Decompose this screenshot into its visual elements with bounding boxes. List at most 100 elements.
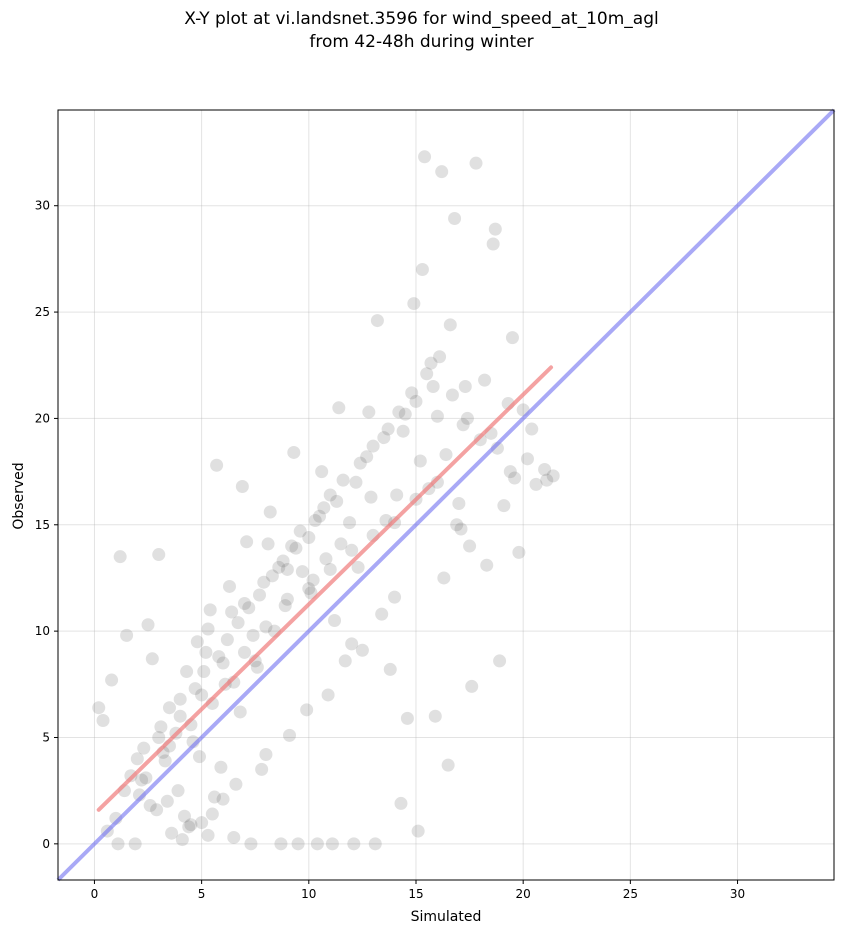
scatter-point bbox=[113, 550, 127, 564]
scatter-point bbox=[233, 705, 247, 719]
scatter-point bbox=[207, 790, 221, 804]
scatter-point bbox=[392, 405, 406, 419]
scatter-point bbox=[503, 465, 517, 479]
scatter-point bbox=[375, 607, 389, 621]
scatter-point bbox=[383, 662, 397, 676]
scatter-point bbox=[315, 465, 329, 479]
scatter-point bbox=[435, 165, 449, 179]
scatter-point bbox=[497, 499, 511, 513]
scatter-point bbox=[214, 760, 228, 774]
scatter-point bbox=[240, 535, 254, 549]
scatter-point bbox=[263, 505, 277, 519]
scatter-point bbox=[505, 331, 519, 345]
scatter-point bbox=[400, 711, 414, 725]
scatter-point bbox=[184, 818, 198, 832]
scatter-point bbox=[478, 373, 492, 387]
scatter-point bbox=[546, 469, 560, 483]
y-tick-label: 15 bbox=[35, 518, 50, 532]
scatter-point bbox=[280, 562, 294, 576]
scatter-point bbox=[154, 720, 168, 734]
scatter-point bbox=[418, 150, 432, 164]
scatter-points bbox=[92, 150, 560, 851]
y-axis-label: Observed bbox=[11, 462, 27, 529]
scatter-point bbox=[92, 701, 106, 715]
scatter-point bbox=[428, 709, 442, 723]
scatter-point bbox=[283, 728, 297, 742]
scatter-point bbox=[278, 599, 292, 613]
scatter-point bbox=[253, 588, 267, 602]
scatter-point bbox=[180, 665, 194, 679]
scatter-point bbox=[463, 539, 477, 553]
scatter-point bbox=[413, 454, 427, 468]
scatter-point bbox=[323, 562, 337, 576]
scatter-point bbox=[203, 603, 217, 617]
chart-title-line-1: X-Y plot at vi.landsnet.3596 for wind_sp… bbox=[184, 9, 659, 29]
scatter-point bbox=[394, 796, 408, 810]
scatter-point bbox=[445, 388, 459, 402]
scatter-point bbox=[96, 713, 110, 727]
scatter-point bbox=[328, 613, 342, 627]
scatter-point bbox=[171, 784, 185, 798]
x-tick-label: 30 bbox=[730, 887, 745, 901]
scatter-point bbox=[439, 448, 453, 462]
scatter-point bbox=[210, 458, 224, 472]
y-tick-label: 20 bbox=[35, 411, 50, 425]
scatter-point bbox=[345, 543, 359, 557]
x-tick-label: 0 bbox=[91, 887, 99, 901]
scatter-point bbox=[469, 156, 483, 170]
scatter-point bbox=[411, 824, 425, 838]
scatter-point bbox=[540, 473, 554, 487]
scatter-point bbox=[370, 314, 384, 328]
scatter-point bbox=[345, 637, 359, 651]
scatter-point bbox=[212, 650, 226, 664]
scatter-point bbox=[430, 409, 444, 423]
x-tick-label: 20 bbox=[516, 887, 531, 901]
scatter-point bbox=[152, 730, 166, 744]
scatter-point bbox=[433, 350, 447, 364]
scatter-point bbox=[508, 471, 522, 485]
scatter-point bbox=[437, 571, 451, 585]
scatter-point bbox=[158, 754, 172, 768]
y-tick-label: 0 bbox=[42, 837, 50, 851]
scatter-point bbox=[272, 560, 286, 574]
scatter-point bbox=[388, 590, 402, 604]
scatter-point bbox=[381, 422, 395, 436]
scatter-point bbox=[454, 522, 468, 536]
scatter-point bbox=[351, 560, 365, 574]
scatter-point bbox=[308, 514, 322, 528]
scatter-point bbox=[175, 833, 189, 847]
scatter-point bbox=[336, 473, 350, 487]
scatter-point bbox=[349, 475, 363, 489]
scatter-point bbox=[120, 628, 134, 642]
scatter-point bbox=[300, 703, 314, 717]
scatter-point bbox=[139, 771, 153, 785]
scatter-point bbox=[105, 673, 119, 687]
chart-title-line-2: from 42-48h during winter bbox=[309, 32, 534, 52]
reference-lines bbox=[56, 108, 836, 882]
scatter-point bbox=[225, 605, 239, 619]
scatter-point bbox=[237, 596, 251, 610]
scatter-point bbox=[220, 633, 234, 647]
scatter-point bbox=[195, 688, 209, 702]
scatter-point bbox=[302, 531, 316, 545]
scatter-point bbox=[512, 545, 526, 559]
scatter-point bbox=[343, 516, 357, 530]
scatter-point bbox=[201, 828, 215, 842]
scatter-point bbox=[377, 431, 391, 445]
scatter-point bbox=[353, 456, 367, 470]
scatter-point bbox=[493, 654, 507, 668]
scatter-point bbox=[246, 628, 260, 642]
scatter-point bbox=[242, 601, 256, 615]
scatter-point bbox=[306, 573, 320, 587]
scatter-point bbox=[141, 618, 155, 632]
scatter-point bbox=[257, 575, 271, 589]
scatter-point bbox=[145, 652, 159, 666]
scatter-point bbox=[390, 488, 404, 502]
scatter-point bbox=[448, 211, 462, 225]
scatter-point bbox=[160, 794, 174, 808]
scatter-point bbox=[128, 837, 142, 851]
scatter-point bbox=[360, 450, 374, 464]
scatter-point bbox=[291, 837, 305, 851]
scatter-point bbox=[310, 837, 324, 851]
scatter-point bbox=[424, 356, 438, 370]
